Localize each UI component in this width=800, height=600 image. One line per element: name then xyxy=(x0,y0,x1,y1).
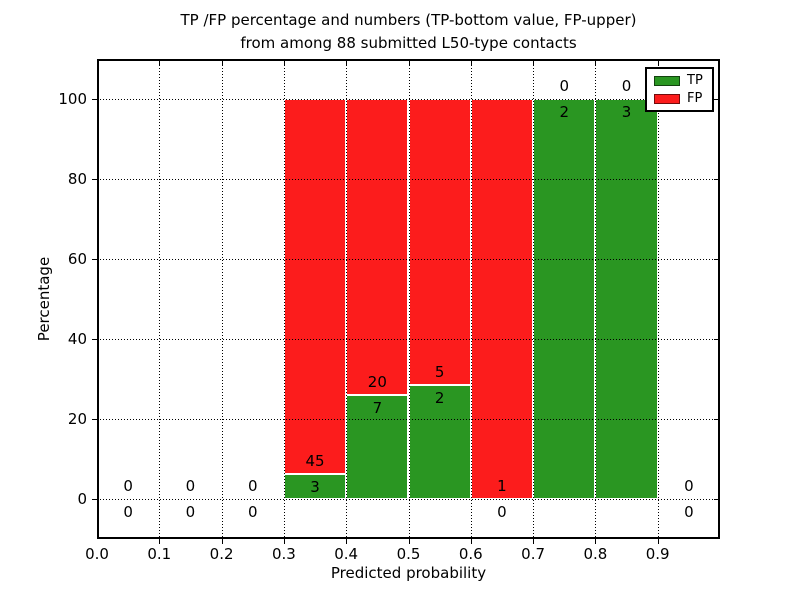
fp-count-label: 1 xyxy=(497,477,507,495)
top-tick-mark xyxy=(595,60,597,65)
x-tick-label: 0.7 xyxy=(521,545,546,563)
y-tick-mark xyxy=(92,419,97,420)
tp-legend-swatch xyxy=(654,75,680,86)
tp-count-label: 0 xyxy=(185,503,196,521)
tp-count-label: 0 xyxy=(497,503,507,521)
fp-bar-segment xyxy=(283,99,347,474)
right-tick-mark xyxy=(714,339,719,340)
fp-count-label: 5 xyxy=(434,362,445,381)
x-tick-mark xyxy=(533,539,535,544)
chart-title: TP /FP percentage and numbers (TP-bottom… xyxy=(97,9,720,55)
y-tick-label: 40 xyxy=(67,330,87,348)
x-tick-label: 0.8 xyxy=(583,545,608,563)
right-tick-mark xyxy=(714,259,719,260)
fp-bar-segment xyxy=(408,99,471,385)
tp-count-label: 2 xyxy=(434,388,445,407)
top-tick-mark xyxy=(470,60,472,65)
grid-line-vertical xyxy=(408,59,410,539)
y-tick-label: 0 xyxy=(77,490,87,508)
y-tick-label: 100 xyxy=(58,90,87,108)
x-tick-label: 0.4 xyxy=(334,545,359,563)
right-tick-mark xyxy=(714,99,719,100)
y-tick-label: 60 xyxy=(67,250,87,268)
legend: TP FP xyxy=(645,67,714,112)
legend-item-fp: FP xyxy=(654,92,705,105)
y-tick-mark xyxy=(92,179,97,180)
x-tick-label: 0.0 xyxy=(85,545,109,563)
x-tick-mark xyxy=(346,539,348,544)
y-tick-mark xyxy=(92,259,97,260)
y-tick-mark xyxy=(92,99,97,100)
top-tick-mark xyxy=(221,60,223,65)
chart-title-line1: TP /FP percentage and numbers (TP-bottom… xyxy=(180,11,637,29)
chart-title-line2: from among 88 submitted L50-type contact… xyxy=(240,34,577,52)
x-tick-label: 0.5 xyxy=(396,545,421,563)
fp-legend-swatch xyxy=(654,93,680,104)
legend-item-tp: TP xyxy=(654,74,705,87)
y-tick-mark xyxy=(92,339,97,340)
right-tick-mark xyxy=(714,419,719,420)
fp-count-label: 0 xyxy=(621,77,632,95)
grid-line-vertical xyxy=(283,59,285,539)
grid-line-vertical xyxy=(221,59,223,539)
x-tick-label: 0.9 xyxy=(645,545,670,563)
tp-bar-segment xyxy=(346,395,409,499)
tp-count-label: 2 xyxy=(559,103,570,121)
x-tick-mark xyxy=(159,539,161,544)
fp-count-label: 0 xyxy=(185,477,196,495)
y-axis-label: Percentage xyxy=(35,256,53,342)
tp-bar-segment xyxy=(283,474,347,499)
tp-bar-segment xyxy=(595,99,658,499)
fp-count-label: 0 xyxy=(247,477,258,495)
fp-count-label: 20 xyxy=(367,373,387,392)
top-tick-mark xyxy=(159,60,161,65)
grid-line-vertical xyxy=(159,59,161,539)
tp-count-label: 3 xyxy=(621,103,632,121)
y-tick-label: 80 xyxy=(67,170,87,188)
x-tick-label: 0.6 xyxy=(458,545,483,563)
tp-legend-label: TP xyxy=(687,73,703,88)
x-tick-label: 0.3 xyxy=(271,545,296,563)
x-axis-label: Predicted probability xyxy=(330,564,487,582)
tp-count-label: 0 xyxy=(684,503,694,521)
tp-count-label: 3 xyxy=(310,478,320,496)
grid-line-vertical xyxy=(346,59,348,539)
fp-bar-segment xyxy=(470,99,534,499)
x-tick-mark xyxy=(595,539,597,544)
x-tick-mark xyxy=(470,539,472,544)
grid-line-vertical xyxy=(657,59,659,539)
x-tick-label: 0.1 xyxy=(147,545,172,563)
x-tick-label: 0.2 xyxy=(209,545,234,563)
y-tick-mark xyxy=(92,499,97,500)
fp-count-label: 0 xyxy=(123,477,133,495)
fp-count-label: 0 xyxy=(684,477,694,495)
fp-count-label: 45 xyxy=(305,452,325,470)
top-tick-mark xyxy=(657,60,659,65)
x-tick-mark xyxy=(657,539,659,544)
right-tick-mark xyxy=(714,179,719,180)
top-tick-mark xyxy=(533,60,535,65)
x-tick-mark xyxy=(221,539,223,544)
x-tick-mark xyxy=(283,539,285,544)
fp-count-label: 0 xyxy=(559,77,570,95)
top-tick-mark xyxy=(283,60,285,65)
fp-bar-segment xyxy=(346,99,409,396)
grid-line-vertical xyxy=(533,59,535,539)
right-tick-mark xyxy=(714,499,719,500)
tp-bar-segment xyxy=(533,99,596,499)
y-tick-label: 20 xyxy=(67,410,87,428)
grid-line-vertical xyxy=(595,59,597,539)
top-tick-mark xyxy=(408,60,410,65)
fp-legend-label: FP xyxy=(687,91,703,106)
tp-count-label: 0 xyxy=(247,503,258,521)
tp-count-label: 7 xyxy=(372,399,383,418)
top-tick-mark xyxy=(346,60,348,65)
tp-count-label: 0 xyxy=(123,503,133,521)
grid-line-vertical xyxy=(470,59,472,539)
x-tick-mark xyxy=(408,539,410,544)
